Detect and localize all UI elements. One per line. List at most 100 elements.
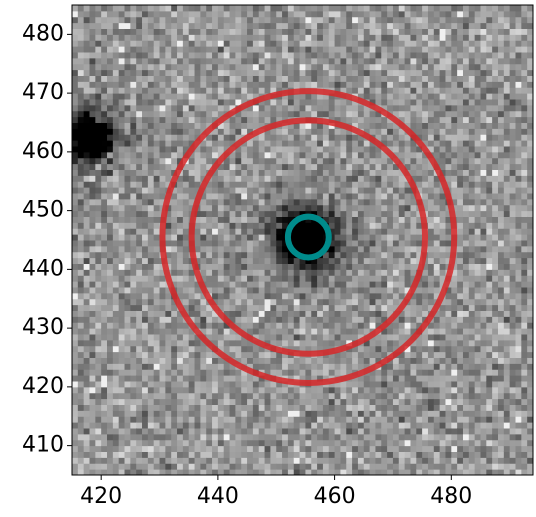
pixel (282, 269, 288, 275)
pixel (422, 363, 428, 369)
pixel (212, 452, 218, 458)
pixel (288, 405, 294, 411)
pixel (206, 457, 212, 463)
pixel (101, 146, 107, 152)
pixel (78, 170, 84, 176)
pixel (148, 375, 154, 381)
pixel (329, 440, 335, 446)
pixel (142, 217, 148, 223)
pixel (130, 17, 136, 23)
pixel (189, 281, 195, 287)
pixel (160, 340, 166, 346)
pixel (200, 158, 206, 164)
pixel (305, 123, 311, 129)
pixel (282, 134, 288, 140)
pixel (78, 346, 84, 352)
pixel (165, 399, 171, 405)
pixel (107, 463, 113, 469)
pixel (230, 52, 236, 58)
pixel (317, 29, 323, 35)
pixel (259, 58, 265, 64)
pixel (241, 199, 247, 205)
pixel (90, 17, 96, 23)
pixel (119, 363, 125, 369)
pixel (90, 322, 96, 328)
pixel (206, 440, 212, 446)
pixel (300, 452, 306, 458)
pixel (294, 29, 300, 35)
pixel (329, 146, 335, 152)
pixel (177, 146, 183, 152)
pixel (346, 387, 352, 393)
pixel (130, 405, 136, 411)
pixel (317, 76, 323, 82)
pixel (364, 76, 370, 82)
pixel (95, 428, 101, 434)
pixel (317, 434, 323, 440)
pixel (393, 76, 399, 82)
pixel (399, 52, 405, 58)
pixel (154, 105, 160, 111)
pixel (206, 405, 212, 411)
pixel (387, 211, 393, 217)
pixel (235, 258, 241, 264)
pixel (136, 281, 142, 287)
pixel (230, 5, 236, 11)
pixel (305, 81, 311, 87)
pixel (195, 240, 201, 246)
pixel (165, 46, 171, 52)
pixel (323, 111, 329, 117)
pixel (434, 328, 440, 334)
pixel (253, 199, 259, 205)
pixel (189, 29, 195, 35)
pixel (346, 234, 352, 240)
pixel (329, 211, 335, 217)
pixel (160, 29, 166, 35)
pixel (206, 152, 212, 158)
pixel (399, 64, 405, 70)
pixel (90, 264, 96, 270)
pixel (195, 387, 201, 393)
pixel (253, 281, 259, 287)
pixel (142, 170, 148, 176)
pixel (90, 452, 96, 458)
pixel (253, 252, 259, 258)
pixel (300, 234, 306, 240)
pixel (78, 29, 84, 35)
pixel (72, 117, 78, 123)
pixel (364, 11, 370, 17)
pixel (125, 293, 131, 299)
pixel (265, 452, 271, 458)
pixel (364, 463, 370, 469)
pixel (358, 5, 364, 11)
pixel (434, 264, 440, 270)
pixel (84, 316, 90, 322)
pixel (300, 187, 306, 193)
pixel (224, 293, 230, 299)
pixel (253, 405, 259, 411)
pixel (270, 322, 276, 328)
pixel (346, 446, 352, 452)
pixel (259, 81, 265, 87)
pixel (84, 34, 90, 40)
pixel (101, 311, 107, 317)
pixel (241, 234, 247, 240)
pixel (375, 275, 381, 281)
pixel (311, 363, 317, 369)
pixel (107, 410, 113, 416)
pixel (235, 29, 241, 35)
pixel (323, 128, 329, 134)
pixel (381, 23, 387, 29)
pixel (125, 87, 131, 93)
pixel (387, 258, 393, 264)
pixel (183, 175, 189, 181)
pixel (352, 246, 358, 252)
pixel (335, 358, 341, 364)
pixel (230, 405, 236, 411)
pixel (311, 410, 317, 416)
pixel (72, 217, 78, 223)
pixel (265, 463, 271, 469)
pixel (329, 187, 335, 193)
pixel (410, 264, 416, 270)
pixel (276, 305, 282, 311)
